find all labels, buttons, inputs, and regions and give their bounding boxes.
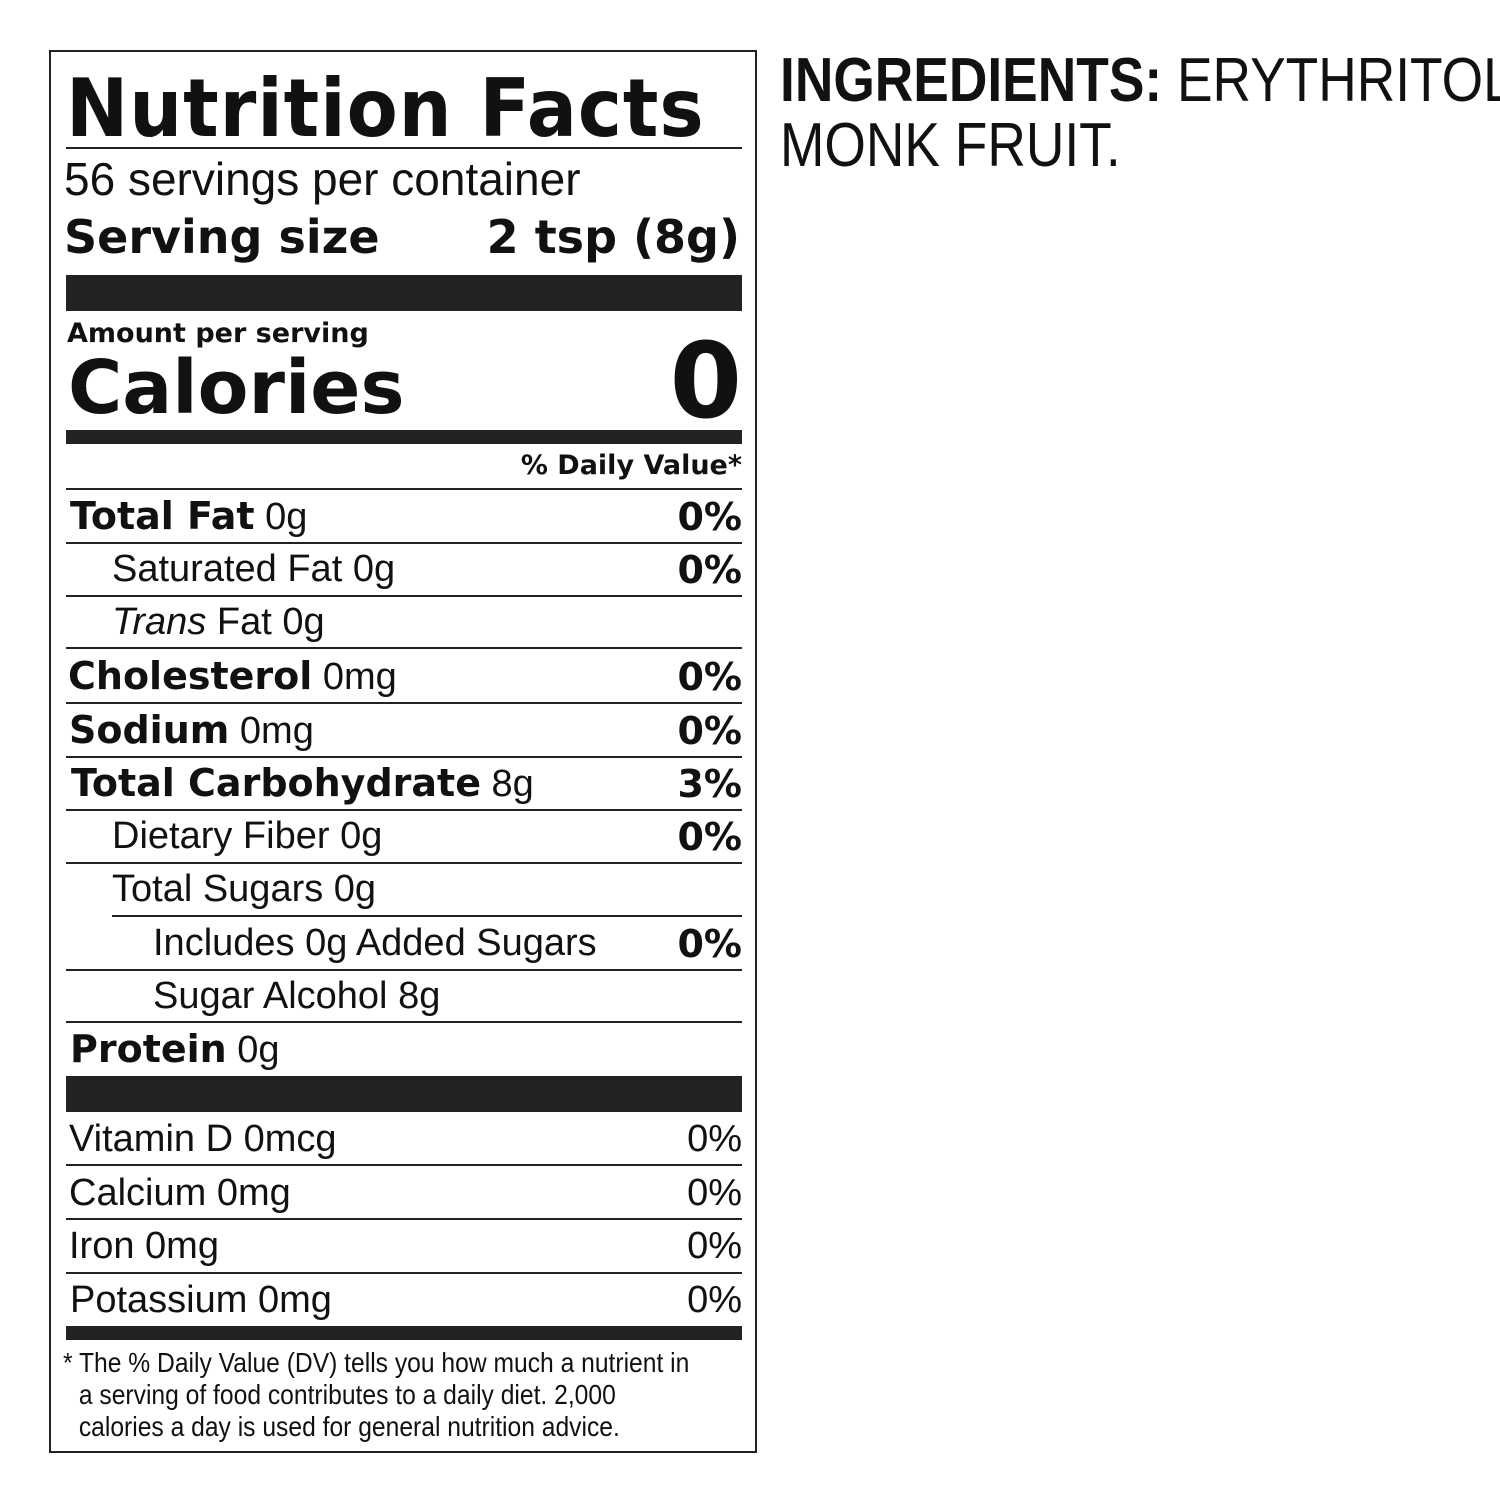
vitamin-name: Potassium	[70, 1279, 248, 1321]
vitamin-name: Vitamin D	[69, 1118, 234, 1160]
nutrition-facts-panel	[49, 50, 757, 1453]
nutrient-name: Total Fat	[70, 494, 255, 538]
footnote-line: a serving of food contributes to a daily…	[78, 1379, 616, 1410]
medium-divider	[66, 1326, 742, 1340]
nutrient-row-trans-fat: Trans Fat 0g	[66, 596, 742, 649]
nutrient-name: Sugar Alcohol	[153, 975, 388, 1017]
nutrient-amount: 0g	[333, 868, 377, 910]
panel-title: Nutrition Facts	[66, 62, 705, 155]
divider	[66, 1021, 742, 1023]
vitamin-row-vitamin-d: Vitamin D 0mcg 0%	[66, 1113, 742, 1166]
nutrient-amount: 8g	[491, 763, 534, 805]
divider	[112, 915, 742, 917]
divider	[66, 1164, 742, 1166]
nutrient-name-rest: Fat	[216, 601, 272, 643]
ingredients-label: INGREDIENTS:	[780, 46, 1163, 115]
vitamin-name: Iron	[69, 1225, 135, 1267]
nutrient-row-total-sugars: Total Sugars 0g	[66, 863, 742, 916]
divider	[66, 647, 742, 649]
vitamin-name: Calcium	[69, 1172, 207, 1214]
ingredients-line: MONK FRUIT.	[780, 111, 1121, 180]
nutrient-dv: 0%	[677, 494, 742, 539]
nutrient-amount: 0g	[237, 1029, 280, 1071]
nutrient-row-added-sugars: Includes 0g Added Sugars 0%	[66, 917, 742, 970]
nutrient-amount: 0g	[282, 601, 325, 643]
nutrient-dv: 0%	[677, 921, 742, 966]
vitamin-dv: 0%	[687, 1279, 742, 1321]
nutrient-dv: 0%	[677, 814, 742, 859]
vitamin-dv: 0%	[687, 1225, 742, 1267]
daily-value-header: % Daily Value*	[520, 450, 742, 481]
vitamin-amount: 0mg	[145, 1225, 219, 1267]
nutrient-name: Total Carbohydrate	[71, 761, 481, 805]
footnote-line: * The % Daily Value (DV) tells you how m…	[63, 1347, 690, 1378]
amount-per-serving: Amount per serving	[67, 318, 369, 349]
calories-label: Calories	[68, 345, 405, 431]
vitamin-amount: 0mg	[216, 1172, 291, 1214]
thick-divider	[66, 1076, 742, 1112]
nutrient-amount: 0g	[340, 815, 383, 857]
nutrient-dv: 3%	[677, 761, 742, 806]
serving-size-label: Serving size	[64, 210, 380, 264]
nutrient-row-cholesterol: Cholesterol 0mg 0%	[66, 650, 742, 703]
divider	[66, 488, 742, 490]
nutrient-name: Protein	[70, 1027, 227, 1071]
divider	[66, 969, 742, 971]
nutrient-row-protein: Protein 0g	[66, 1023, 742, 1076]
serving-size-value: 2 tsp (8g)	[486, 210, 740, 264]
nutrient-amount: 0mg	[322, 656, 397, 698]
nutrient-name: Total Sugars	[112, 868, 324, 910]
nutrient-name: Sodium	[69, 708, 230, 752]
nutrient-name: Trans	[112, 601, 207, 643]
divider	[66, 702, 742, 704]
nutrient-row-sugar-alcohol: Sugar Alcohol 8g	[66, 970, 742, 1023]
footnote-line: calories a day is used for general nutri…	[78, 1411, 620, 1442]
nutrient-amount: 0mg	[239, 710, 314, 752]
nutrient-dv: 0%	[677, 708, 742, 753]
ingredients: INGREDIENTS: ERYTHRITOL, MONK FRUIT.	[780, 48, 1500, 178]
calories-value: 0	[669, 320, 742, 442]
vitamin-dv: 0%	[687, 1118, 742, 1160]
nutrient-row-total-fat: Total Fat 0g 0%	[66, 490, 742, 543]
footnote: * The % Daily Value (DV) tells you how m…	[63, 1347, 689, 1443]
nutrient-name: Dietary Fiber	[112, 815, 330, 857]
divider	[66, 809, 742, 811]
divider	[66, 1272, 742, 1274]
thick-divider	[66, 275, 742, 311]
medium-divider	[66, 430, 742, 444]
nutrient-row-total-carbohydrate: Total Carbohydrate 8g 3%	[66, 757, 742, 810]
divider	[66, 542, 742, 544]
divider	[66, 1218, 742, 1220]
divider	[66, 862, 742, 864]
vitamin-dv: 0%	[687, 1172, 742, 1214]
vitamin-row-iron: Iron 0mg 0%	[66, 1220, 742, 1273]
nutrient-row-dietary-fiber: Dietary Fiber 0g 0%	[66, 810, 742, 863]
nutrient-amount: 0g	[352, 548, 396, 590]
vitamin-amount: 0mcg	[243, 1118, 337, 1160]
nutrient-amount: 0g	[265, 496, 308, 538]
vitamin-amount: 0mg	[257, 1279, 332, 1321]
serving-size: Serving size 2 tsp (8g)	[64, 210, 740, 264]
nutrient-amount: 8g	[398, 975, 441, 1017]
divider	[66, 756, 742, 758]
divider	[66, 595, 742, 597]
nutrient-name: Includes 0g Added Sugars	[153, 922, 597, 964]
divider	[66, 147, 742, 149]
servings-per-container: 56 servings per container	[64, 153, 581, 205]
nutrient-row-saturated-fat: Saturated Fat 0g 0%	[66, 543, 742, 596]
vitamin-row-calcium: Calcium 0mg 0%	[66, 1167, 742, 1220]
nutrient-dv: 0%	[677, 547, 742, 592]
vitamin-row-potassium: Potassium 0mg 0%	[66, 1274, 742, 1327]
nutrient-dv: 0%	[677, 654, 742, 699]
nutrient-name: Cholesterol	[68, 654, 313, 698]
nutrient-row-sodium: Sodium 0mg 0%	[66, 704, 742, 757]
ingredients-line: ERYTHRITOL,	[1176, 46, 1500, 115]
nutrient-name: Saturated Fat	[112, 548, 343, 590]
